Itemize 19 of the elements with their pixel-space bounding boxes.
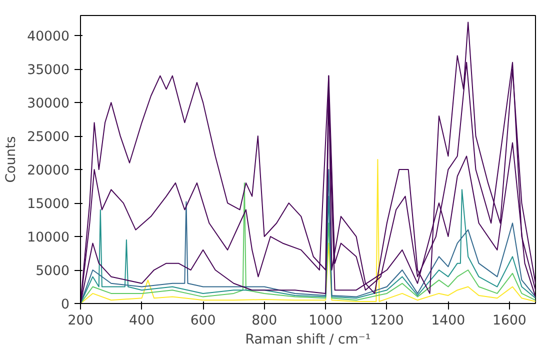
x-tick-label: 1000 (308, 314, 343, 328)
y-tick-label: 40000 (27, 30, 70, 45)
y-tick-label: 35000 (27, 63, 70, 78)
x-tick-label: 200 (68, 314, 94, 328)
y-tick-label: 10000 (27, 230, 70, 246)
x-tick-label: 1200 (370, 314, 404, 328)
x-tick-label: 1600 (492, 314, 526, 328)
x-axis-title: Raman shift / cm⁻¹ (245, 332, 371, 348)
y-tick-label: 5000 (36, 264, 70, 280)
y-tick-label: 0 (61, 298, 70, 312)
y-tick-label: 25000 (27, 130, 70, 146)
y-tick-label: 15000 (27, 197, 70, 212)
x-tick-label: 800 (252, 314, 278, 328)
x-tick-label: 600 (190, 314, 216, 328)
y-tick-label: 30000 (27, 96, 70, 112)
y-axis-title: Counts (4, 136, 20, 183)
x-tick-label: 1400 (431, 314, 466, 328)
y-tick-label: 20000 (27, 164, 70, 179)
x-tick-label: 400 (129, 314, 155, 328)
